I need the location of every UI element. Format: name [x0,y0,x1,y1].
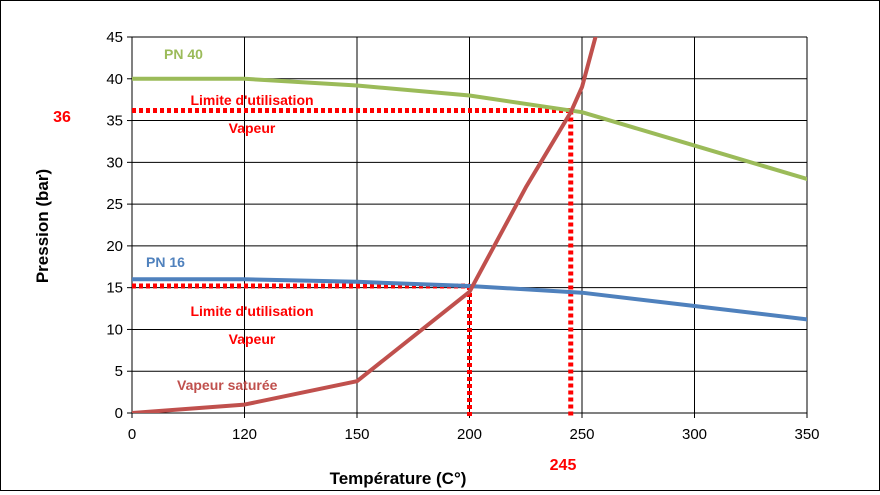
y-tick-label: 0 [115,405,123,422]
x-tick-label: 0 [128,426,136,443]
tick-labels: 0 5 10 15 20 25 30 35 40 45 0 120 150 200 250 300 350 [106,29,819,443]
series-line-vapeur-saturee [132,37,598,413]
x-axis-label: Température (C°) [330,469,467,488]
y-tick-label: 45 [106,29,123,46]
y-tick-label: 35 [106,113,123,130]
x-tick-label: 150 [344,426,369,443]
x-tick-label: 300 [682,426,707,443]
limit-lower-line1: Limite d'utilisation [190,303,313,319]
x-tick-label: 250 [569,426,594,443]
y-tick-label: 25 [106,196,123,213]
y-tick-label: 10 [106,321,123,338]
y-tick-label: 40 [106,71,123,88]
series-label-pn40: PN 40 [164,46,203,62]
limit-y-value-label: 36 [53,109,71,126]
x-tick-label: 350 [794,426,819,443]
series-label-vapeur-saturee: Vapeur saturée [177,377,278,393]
x-tick-label: 200 [457,426,482,443]
series [132,37,807,413]
y-tick-label: 5 [115,363,123,380]
y-tick-label: 15 [106,280,123,297]
series-line-pn40 [132,76,807,181]
grid [127,36,808,418]
series-line-pn16 [132,277,807,322]
limit-upper-line2: Vapeur [229,120,276,136]
limit-upper-line1: Limite d'utilisation [190,92,313,108]
limit-x-value-label: 245 [550,457,577,474]
limit-lower-line2: Vapeur [229,331,276,347]
series-label-pn16: PN 16 [146,254,185,270]
x-tick-label: 120 [232,426,257,443]
limit-guides [132,108,574,417]
y-axis-label: Pression (bar) [33,169,52,283]
y-tick-label: 30 [106,154,123,171]
y-tick-label: 20 [106,238,123,255]
